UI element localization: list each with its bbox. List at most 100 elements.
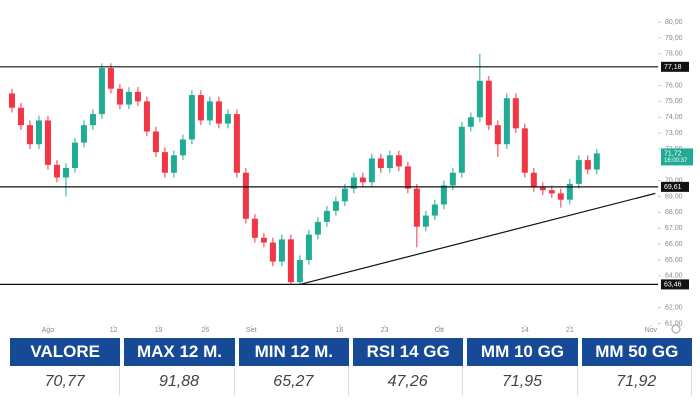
candle-body (53, 164, 60, 178)
candle-body (494, 125, 501, 145)
y-tick-label: 76,00 (665, 82, 683, 89)
candle-body (440, 185, 447, 205)
candle-body (179, 139, 186, 156)
x-tick-label: 19 (155, 327, 163, 334)
candle-body (530, 172, 537, 188)
table-value-cell: 91,88 (124, 366, 235, 396)
last-price-tag (661, 148, 693, 166)
table-value-cell: 71,92 (582, 366, 692, 396)
candle-body (206, 101, 213, 121)
candle-body (134, 91, 141, 102)
candle-body (476, 80, 483, 118)
table-column: MM 50 GG 71,92 (581, 338, 692, 396)
table-column: MM 10 GG 71,95 (467, 338, 578, 396)
candle-body (125, 91, 132, 105)
candle-body (377, 158, 384, 168)
y-tick-label: 66,00 (665, 241, 683, 248)
y-tick-label: 78,00 (665, 51, 683, 58)
candle-body (422, 215, 429, 227)
candle-body (584, 160, 591, 170)
candle-body (278, 239, 285, 262)
y-tick-label: 65,00 (665, 257, 683, 264)
candle-body (485, 80, 492, 126)
y-tick-label: 74,00 (665, 114, 683, 121)
candle-body (557, 193, 564, 200)
candle-body (116, 88, 123, 105)
x-tick-label: Ago (42, 327, 55, 334)
candle-body (35, 120, 42, 145)
candle-body (548, 190, 555, 194)
y-tick-label: 67,00 (665, 225, 683, 232)
candle-body (242, 172, 249, 219)
table-column: MAX 12 M. 91,88 (124, 338, 235, 396)
x-tick-label: Set (246, 327, 257, 334)
candle-body (197, 95, 204, 121)
candle-body (386, 155, 393, 168)
candle-body (269, 242, 276, 262)
level-tag (661, 181, 689, 192)
candle-body (215, 101, 222, 124)
candle-body (98, 68, 105, 115)
candle-body (512, 98, 519, 129)
candle-body (341, 188, 348, 202)
candle-body (449, 172, 456, 186)
y-tick-label: 62,00 (665, 304, 683, 311)
table-value-cell: 70,77 (10, 366, 121, 396)
candle-body (413, 188, 420, 227)
candle-body (539, 187, 546, 191)
candle-body (161, 152, 168, 173)
x-tick-label: 23 (381, 327, 389, 334)
candle-body (170, 155, 177, 173)
candle-body (458, 126, 465, 173)
x-tick-label: 21 (566, 327, 574, 334)
stats-table: VALORE 70,77 MAX 12 M. 91,88 MIN 12 M. 65,27 R… (10, 338, 692, 396)
level-tag (661, 279, 689, 290)
y-tick-label: 79,00 (665, 35, 683, 42)
candle-body (314, 221, 321, 235)
candle-body (44, 120, 51, 165)
candle-body (17, 107, 24, 126)
last-price-label: 71,72 (664, 150, 682, 157)
level-tag (661, 61, 689, 72)
candle-body (395, 155, 402, 167)
candle-body (188, 95, 195, 140)
x-tick-label: Nov (645, 327, 658, 334)
level-label: 77,18 (664, 64, 682, 71)
candle-body (62, 168, 69, 178)
candle-body (593, 153, 600, 170)
candle-body (368, 158, 375, 183)
candle-body (431, 204, 438, 216)
x-tick-label: Ott (435, 327, 444, 334)
x-tick-label: 12 (110, 327, 118, 334)
table-value-cell: 65,27 (239, 366, 349, 396)
candle-body (71, 142, 78, 168)
x-tick-label: 26 (202, 327, 210, 334)
y-tick-label: 80,00 (665, 19, 683, 26)
countdown-label: 16:00:37 (664, 158, 688, 164)
chart: 80,0079,0078,0076,0075,0074,0073,0072,00… (0, 19, 693, 334)
candle-body (575, 160, 582, 184)
candle-body (404, 166, 411, 189)
y-tick-label: 69,00 (665, 193, 683, 200)
table-column: MIN 12 M. 65,27 (238, 338, 349, 396)
candle-body (566, 183, 573, 200)
trendline (299, 192, 656, 285)
candle-body (350, 177, 357, 189)
table-header-cell: RSI 14 GG (352, 338, 464, 366)
candle-body (152, 131, 159, 153)
level-label: 63,46 (664, 282, 682, 289)
x-tick-label: 16 (336, 327, 344, 334)
candle-body (323, 210, 330, 222)
y-tick-label: 75,00 (665, 98, 683, 105)
table-column: RSI 14 GG 47,26 (352, 338, 464, 396)
candle-body (296, 259, 303, 283)
table-header-cell: MIN 12 M. (238, 338, 349, 366)
candle-body (305, 234, 312, 260)
table-header-cell: VALORE (10, 338, 121, 366)
y-tick-label: 73,00 (665, 130, 683, 137)
candle-body (89, 114, 96, 126)
table-header-cell: MM 10 GG (467, 338, 578, 366)
y-tick-label: 64,00 (665, 273, 683, 280)
candle-body (467, 117, 474, 127)
